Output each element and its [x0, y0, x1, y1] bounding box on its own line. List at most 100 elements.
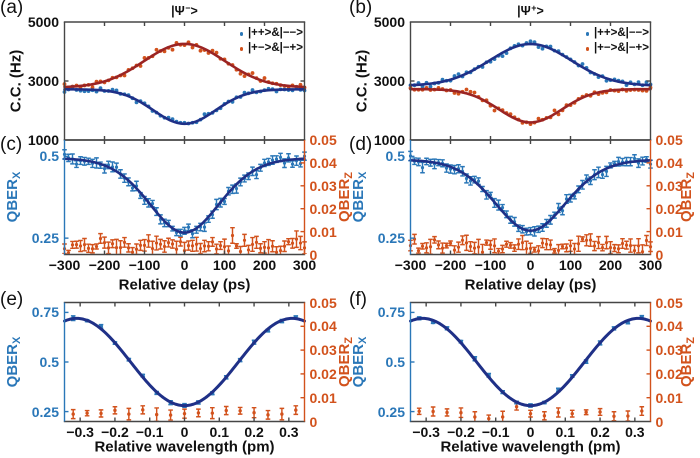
legend-entry: |++>&|−−> [585, 27, 649, 42]
y-tick-label-left-a: 5000 [27, 14, 59, 30]
y-tick-label-right-f: 0.05 [655, 294, 683, 311]
legend-entry-label: |+−>&|−+> [593, 42, 649, 55]
y-tick-label-left-c: 0.25 [31, 230, 59, 247]
y-tick-label-right-d: 0.03 [655, 177, 683, 194]
y-axis-label-qberz-e: QBERZ [336, 336, 355, 388]
x-tick-label-c: 100 [212, 257, 237, 273]
legend-marker-dot [585, 47, 590, 51]
x-axis-label-delay-c: Relative delay (ps) [118, 276, 251, 294]
panel-letter-c: (c) [0, 133, 23, 155]
y-tick-label-right-f: 0.02 [655, 365, 683, 382]
x-tick-label-d: 200 [598, 257, 623, 273]
x-tick-label-d: −300 [394, 257, 427, 273]
y-tick-label-right-f: 0.03 [655, 342, 683, 359]
x-axis-label-delay-d: Relative delay (ps) [464, 276, 597, 294]
legend-marker-dot [239, 32, 244, 36]
x-tick-label-f: 0.3 [625, 424, 645, 440]
y-tick-label-right-e: 0.05 [309, 294, 337, 311]
y-tick-label-left-f: 0.25 [377, 403, 405, 420]
x-tick-label-c: −100 [128, 257, 161, 273]
x-tick-label-f: 0.1 [555, 424, 576, 440]
y-tick-label-left-c: 0.5 [39, 148, 59, 165]
x-tick-label-f: −0.1 [481, 424, 510, 440]
x-tick-label-c: 200 [252, 257, 277, 273]
y-tick-label-right-d: 0.04 [655, 154, 683, 171]
y-tick-label-right-e: 0.03 [309, 342, 337, 359]
legend-entry-label: |+−>&|−+> [247, 42, 303, 55]
x-tick-label-e: 0.2 [244, 424, 264, 440]
y-tick-label-right-c: 0.04 [309, 154, 337, 171]
y-tick-label-right-c: 0.05 [309, 132, 337, 148]
y-tick-label-left-b: 5000 [373, 14, 405, 30]
legend-entry-label: |++>&|−−> [593, 27, 649, 40]
x-tick-label-e: −0.3 [66, 424, 94, 440]
x-tick-label-e: 0.3 [279, 424, 299, 440]
x-tick-label-f: 0 [526, 424, 535, 440]
x-tick-label-d: 100 [558, 257, 583, 273]
x-tick-label-c: 300 [292, 257, 317, 273]
legend-a: |++>&|−−> |+−>&|−+> [239, 27, 303, 57]
y-tick-label-right-e: 0 [309, 413, 318, 430]
legend-entry: |+−>&|−+> [239, 42, 303, 57]
x-tick-label-c: −200 [88, 257, 121, 273]
y-tick-label-right-d: 0 [655, 246, 664, 263]
x-tick-label-e: 0.1 [209, 424, 230, 440]
y-tick-label-right-e: 0.04 [309, 318, 337, 335]
y-axis-label-qberx-c: QBERX [4, 171, 23, 223]
panel-letter-e: (e) [0, 289, 24, 310]
y-tick-label-left-e: 0.75 [31, 304, 59, 321]
panel-letter-b: (b) [349, 0, 373, 18]
x-tick-label-c: 0 [180, 257, 189, 273]
x-tick-label-c: −300 [48, 257, 81, 273]
y-axis-label-qberz-c: QBERZ [336, 171, 355, 223]
y-tick-label-right-c: 0.02 [309, 200, 337, 217]
y-axis-label-cc-a: C.C. (Hz) [7, 49, 25, 113]
x-tick-label-f: −0.3 [412, 424, 440, 440]
x-axis-label-wavelength-e: Relative wavelength (pm) [94, 438, 275, 456]
y-tick-label-right-d: 0.05 [655, 132, 683, 148]
y-tick-label-right-c: 0.01 [309, 223, 337, 240]
x-tick-label-f: −0.2 [447, 424, 475, 440]
y-tick-label-right-e: 0.01 [309, 389, 337, 406]
x-tick-label-f: 0.2 [590, 424, 610, 440]
y-tick-label-left-e: 0.5 [39, 354, 59, 370]
y-tick-label-left-b: 1000 [373, 132, 405, 148]
x-tick-label-d: −200 [434, 257, 467, 273]
y-tick-label-right-f: 0.01 [655, 389, 683, 406]
y-tick-label-right-c: 0.03 [309, 177, 337, 194]
y-tick-label-left-b: 3000 [373, 73, 405, 89]
panel-letter-a: (a) [0, 0, 24, 18]
y-tick-label-right-c: 0 [309, 246, 318, 263]
y-axis-label-qberx-e: QBERX [4, 336, 23, 388]
legend-entry: |+−>&|−+> [585, 42, 649, 57]
y-tick-label-right-d: 0.02 [655, 200, 683, 217]
y-tick-label-left-d: 0.25 [377, 230, 405, 247]
y-tick-label-left-e: 0.25 [31, 403, 59, 420]
y-tick-label-left-a: 1000 [27, 132, 59, 148]
y-tick-label-left-f: 0.5 [385, 354, 405, 370]
legend-entry: |++>&|−−> [239, 27, 303, 42]
panel-letter-d: (d) [349, 133, 373, 155]
y-tick-label-right-f: 0 [655, 413, 664, 430]
x-tick-label-d: −100 [474, 257, 507, 273]
legend-marker-dot [239, 47, 244, 51]
legend-marker-dot [585, 32, 590, 36]
x-tick-label-e: −0.2 [101, 424, 129, 440]
legend-b: |++>&|−−> |+−>&|−+> [585, 27, 649, 57]
panel-title-b: |Ψ+> [517, 2, 544, 18]
y-axis-label-cc-b: C.C. (Hz) [353, 49, 371, 113]
y-tick-label-left-d: 0.5 [385, 148, 405, 165]
panel-letter-f: (f) [349, 289, 367, 310]
x-tick-label-e: −0.1 [135, 424, 164, 440]
x-tick-label-d: 300 [638, 257, 663, 273]
x-tick-label-e: 0 [180, 424, 189, 440]
x-axis-label-wavelength-f: Relative wavelength (pm) [440, 438, 621, 456]
y-tick-label-left-f: 0.75 [377, 304, 405, 321]
panel-title-a: |Ψ−> [171, 2, 198, 18]
y-tick-label-right-f: 0.04 [655, 318, 683, 335]
y-tick-label-left-a: 3000 [27, 73, 59, 89]
y-tick-label-right-e: 0.02 [309, 365, 337, 382]
x-tick-label-d: 0 [526, 257, 535, 273]
